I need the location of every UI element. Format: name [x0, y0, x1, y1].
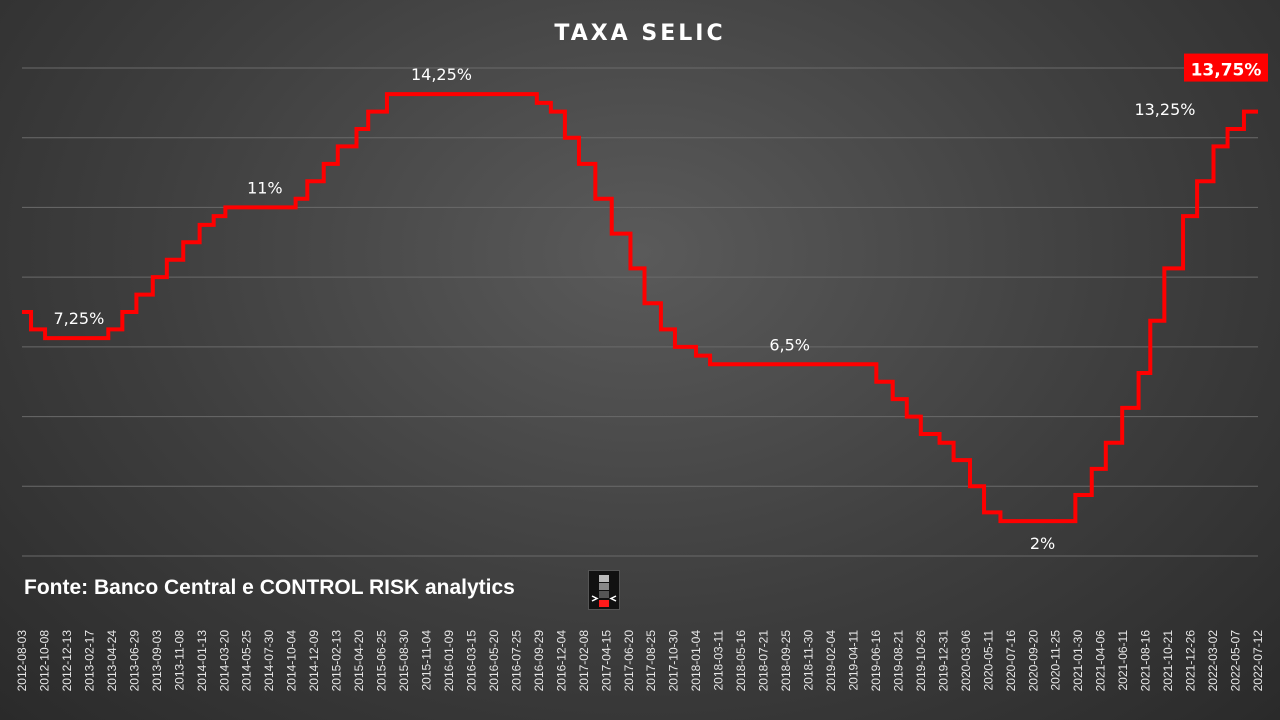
x-tick-label: 2016-03-15: [464, 630, 478, 692]
x-tick-label: 2022-03-02: [1206, 630, 1220, 692]
x-tick-label: 2019-02-04: [824, 630, 838, 692]
x-tick-label: 2018-07-21: [757, 630, 771, 692]
x-tick-label: 2016-05-20: [487, 630, 501, 692]
x-tick-label: 2017-04-15: [599, 630, 613, 692]
x-tick-label: 2020-09-20: [1026, 630, 1040, 692]
x-axis-ticks: 2012-08-03 2012-10-08 2012-12-13 2013-02-17…: [15, 630, 1265, 692]
x-tick-label: 2019-12-31: [936, 630, 950, 692]
x-tick-label: 2017-02-08: [577, 630, 591, 692]
x-tick-label: 2019-04-11: [846, 630, 860, 691]
x-tick-label: 2012-08-03: [15, 630, 29, 692]
x-tick-label: 2015-08-30: [397, 630, 411, 692]
x-tick-label: 2016-12-04: [554, 630, 568, 692]
x-tick-label: 2012-10-08: [37, 630, 51, 692]
x-tick-label: 2016-01-09: [442, 630, 456, 692]
x-tick-label: 2022-05-07: [1229, 630, 1243, 692]
x-tick-label: 2017-06-20: [622, 630, 636, 692]
data-label: 2%: [1030, 534, 1055, 553]
control-risk-logo-icon: [588, 570, 620, 610]
x-tick-label: 2019-10-26: [914, 630, 928, 692]
x-tick-label: 2020-11-25: [1049, 630, 1063, 691]
x-tick-label: 2019-06-16: [869, 630, 883, 692]
current-value-badge: [1184, 53, 1268, 82]
current-value-label: 13,75%: [1191, 61, 1262, 81]
x-tick-label: 2012-12-13: [60, 630, 74, 692]
annotations: 7,25% 11% 14,25% 6,5% 2% 13,25% 13,75%: [53, 53, 1268, 553]
x-tick-label: 2015-04-20: [352, 630, 366, 692]
data-label: 11%: [247, 178, 283, 197]
data-label: 7,25%: [53, 309, 104, 328]
x-tick-label: 2014-12-09: [307, 630, 321, 692]
x-tick-label: 2020-03-06: [959, 630, 973, 692]
x-tick-label: 2018-11-30: [802, 630, 816, 691]
data-label: 13,25%: [1134, 100, 1195, 119]
x-tick-label: 2018-09-25: [779, 630, 793, 692]
x-tick-label: 2014-05-25: [240, 630, 254, 692]
x-tick-label: 2017-08-25: [644, 630, 658, 692]
x-tick-label: 2021-10-21: [1161, 630, 1175, 692]
x-tick-label: 2019-08-21: [891, 630, 905, 692]
x-tick-label: 2017-10-30: [667, 630, 681, 692]
x-tick-label: 2021-08-16: [1139, 630, 1153, 692]
x-tick-label: 2020-05-11: [981, 630, 995, 691]
source-note: Fonte: Banco Central e CONTROL RISK anal…: [24, 576, 515, 599]
selic-step-line: [22, 92, 1258, 524]
x-tick-label: 2014-07-30: [262, 630, 276, 692]
x-tick-label: 2021-01-30: [1071, 630, 1085, 692]
x-tick-label: 2015-11-04: [420, 630, 434, 691]
x-tick-label: 2018-05-16: [734, 630, 748, 692]
x-tick-label: 2021-06-11: [1116, 630, 1130, 691]
series-group: [22, 92, 1258, 524]
x-tick-label: 2016-09-29: [532, 630, 546, 692]
x-tick-label: 2013-02-17: [82, 630, 96, 692]
x-tick-label: 2020-07-16: [1004, 630, 1018, 692]
x-tick-label: 2021-04-06: [1094, 630, 1108, 692]
x-tick-label: 2018-01-04: [689, 630, 703, 692]
x-tick-label: 2013-11-08: [172, 630, 186, 691]
chart-title: TAXA SELIC: [554, 21, 725, 46]
x-tick-label: 2014-03-20: [217, 630, 231, 692]
x-tick-label: 2015-06-25: [375, 630, 389, 692]
x-tick-label: 2015-02-13: [330, 630, 344, 692]
x-tick-label: 2022-07-12: [1251, 630, 1265, 692]
x-tick-label: 2016-07-25: [509, 630, 523, 692]
x-tick-label: 2014-10-04: [285, 630, 299, 692]
x-tick-label: 2013-04-24: [105, 630, 119, 692]
data-label: 14,25%: [411, 65, 472, 84]
data-label: 6,5%: [769, 335, 810, 354]
x-tick-label: 2013-09-03: [150, 630, 164, 692]
x-tick-label: 2021-12-26: [1184, 630, 1198, 692]
x-tick-label: 2014-01-13: [195, 630, 209, 692]
x-tick-label: 2013-06-29: [127, 630, 141, 692]
gridlines: [22, 67, 1258, 557]
x-tick-label: 2018-03-11: [712, 630, 726, 691]
